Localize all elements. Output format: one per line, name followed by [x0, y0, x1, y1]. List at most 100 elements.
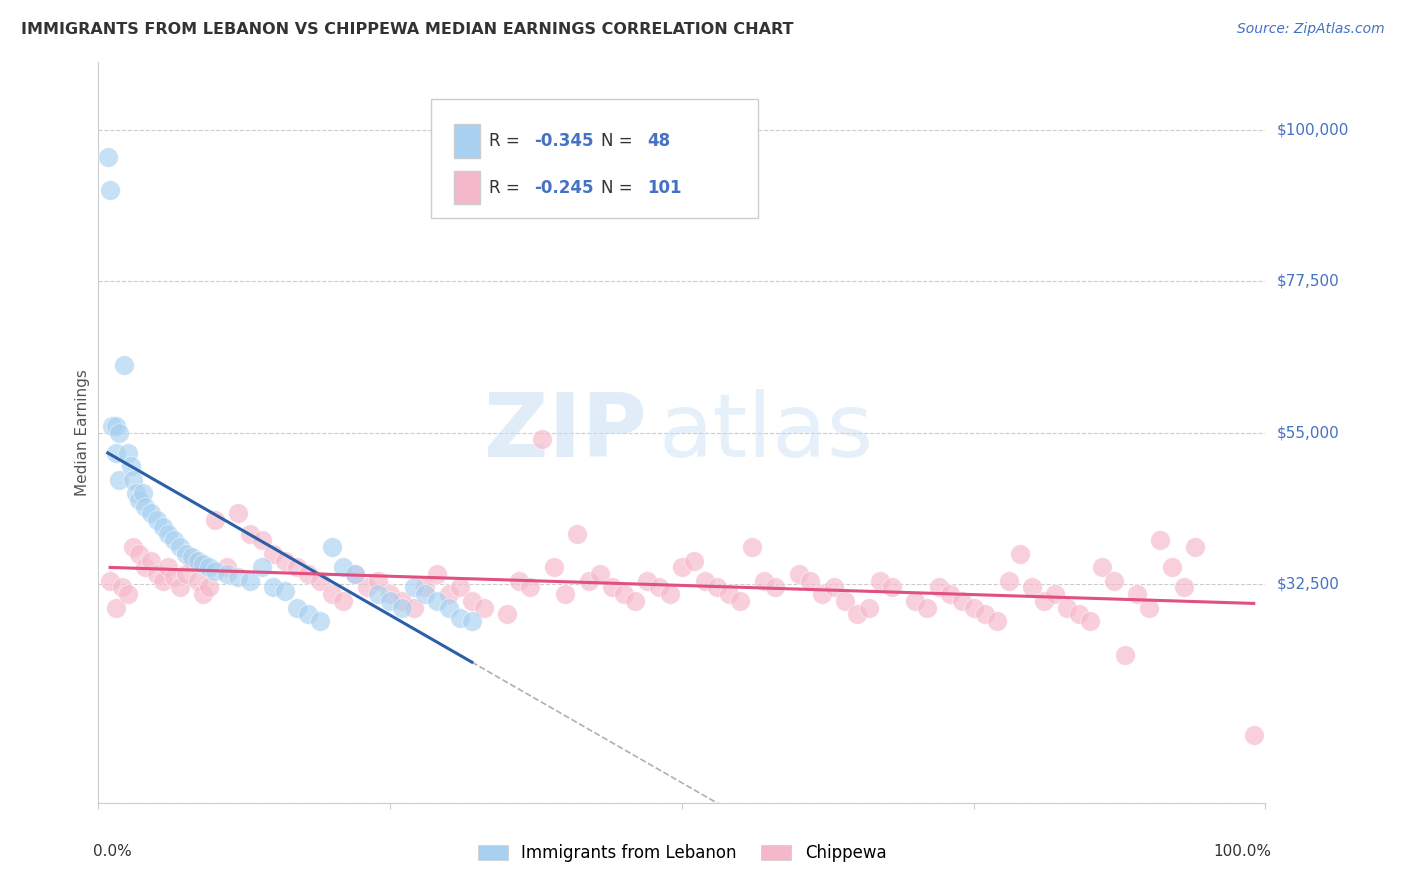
Chippewa	[157, 560, 180, 574]
Chippewa	[380, 587, 402, 601]
Immigrants from Lebanon	[125, 486, 148, 500]
Chippewa	[565, 526, 588, 541]
Chippewa	[1149, 533, 1171, 548]
Chippewa	[962, 600, 984, 615]
Chippewa	[1045, 587, 1067, 601]
Chippewa	[915, 600, 938, 615]
Immigrants from Lebanon	[437, 600, 460, 615]
Immigrants from Lebanon	[367, 587, 389, 601]
Chippewa	[869, 574, 891, 588]
Chippewa	[730, 594, 752, 608]
Chippewa	[858, 600, 880, 615]
Text: -0.345: -0.345	[534, 132, 593, 150]
Immigrants from Lebanon	[228, 570, 250, 584]
Text: 101: 101	[647, 178, 682, 197]
Chippewa	[146, 566, 169, 581]
Text: 0.0%: 0.0%	[93, 844, 131, 858]
Immigrants from Lebanon	[112, 359, 135, 373]
Chippewa	[1114, 648, 1136, 662]
Chippewa	[695, 574, 717, 588]
Chippewa	[763, 581, 786, 595]
Text: $77,500: $77,500	[1277, 274, 1340, 289]
Chippewa	[1161, 560, 1184, 574]
Immigrants from Lebanon	[297, 607, 319, 622]
Chippewa	[880, 581, 903, 595]
Chippewa	[187, 574, 209, 588]
Chippewa	[122, 540, 145, 554]
Immigrants from Lebanon	[426, 594, 449, 608]
Chippewa	[391, 594, 413, 608]
Chippewa	[174, 566, 197, 581]
Chippewa	[974, 607, 997, 622]
Immigrants from Lebanon	[157, 526, 180, 541]
Text: 100.0%: 100.0%	[1213, 844, 1271, 858]
Immigrants from Lebanon	[139, 507, 162, 521]
Chippewa	[530, 433, 553, 447]
Chippewa	[321, 587, 343, 601]
Chippewa	[215, 560, 238, 574]
Immigrants from Lebanon	[262, 581, 284, 595]
Chippewa	[799, 574, 821, 588]
Immigrants from Lebanon	[461, 614, 484, 628]
Immigrants from Lebanon	[132, 486, 155, 500]
Chippewa	[834, 594, 856, 608]
Chippewa	[752, 574, 775, 588]
Chippewa	[578, 574, 600, 588]
Chippewa	[169, 581, 191, 595]
Immigrants from Lebanon	[309, 614, 332, 628]
Chippewa	[939, 587, 962, 601]
Chippewa	[128, 547, 150, 561]
Immigrants from Lebanon	[174, 547, 197, 561]
Chippewa	[811, 587, 834, 601]
Chippewa	[997, 574, 1019, 588]
Chippewa	[928, 581, 950, 595]
Immigrants from Lebanon	[120, 459, 142, 474]
Chippewa	[402, 600, 425, 615]
Chippewa	[367, 574, 389, 588]
Immigrants from Lebanon	[101, 418, 124, 433]
Immigrants from Lebanon	[198, 560, 221, 574]
Chippewa	[134, 560, 156, 574]
Chippewa	[600, 581, 623, 595]
Chippewa	[285, 560, 308, 574]
Chippewa	[1091, 560, 1114, 574]
Chippewa	[659, 587, 682, 601]
Chippewa	[262, 547, 284, 561]
Chippewa	[163, 570, 186, 584]
Chippewa	[309, 574, 332, 588]
Chippewa	[612, 587, 634, 601]
Immigrants from Lebanon	[193, 557, 215, 571]
Chippewa	[297, 566, 319, 581]
Immigrants from Lebanon	[128, 492, 150, 507]
Immigrants from Lebanon	[321, 540, 343, 554]
Chippewa	[472, 600, 495, 615]
Immigrants from Lebanon	[250, 560, 273, 574]
Y-axis label: Median Earnings: Median Earnings	[75, 369, 90, 496]
Chippewa	[98, 574, 121, 588]
Immigrants from Lebanon	[332, 560, 354, 574]
Immigrants from Lebanon	[180, 550, 202, 565]
Chippewa	[104, 600, 127, 615]
Text: N =: N =	[602, 132, 638, 150]
Chippewa	[1184, 540, 1206, 554]
Chippewa	[671, 560, 693, 574]
Chippewa	[950, 594, 973, 608]
Chippewa	[823, 581, 845, 595]
Immigrants from Lebanon	[413, 587, 436, 601]
Immigrants from Lebanon	[146, 513, 169, 527]
Immigrants from Lebanon	[122, 473, 145, 487]
Chippewa	[846, 607, 869, 622]
Immigrants from Lebanon	[215, 566, 238, 581]
Text: $100,000: $100,000	[1277, 122, 1350, 137]
Chippewa	[228, 507, 250, 521]
Immigrants from Lebanon	[117, 446, 139, 460]
Chippewa	[1126, 587, 1149, 601]
Chippewa	[1010, 547, 1032, 561]
Immigrants from Lebanon	[134, 500, 156, 514]
Chippewa	[139, 553, 162, 567]
Chippewa	[706, 581, 728, 595]
Text: $55,000: $55,000	[1277, 425, 1340, 440]
Immigrants from Lebanon	[239, 574, 262, 588]
Immigrants from Lebanon	[163, 533, 186, 548]
Chippewa	[508, 574, 530, 588]
